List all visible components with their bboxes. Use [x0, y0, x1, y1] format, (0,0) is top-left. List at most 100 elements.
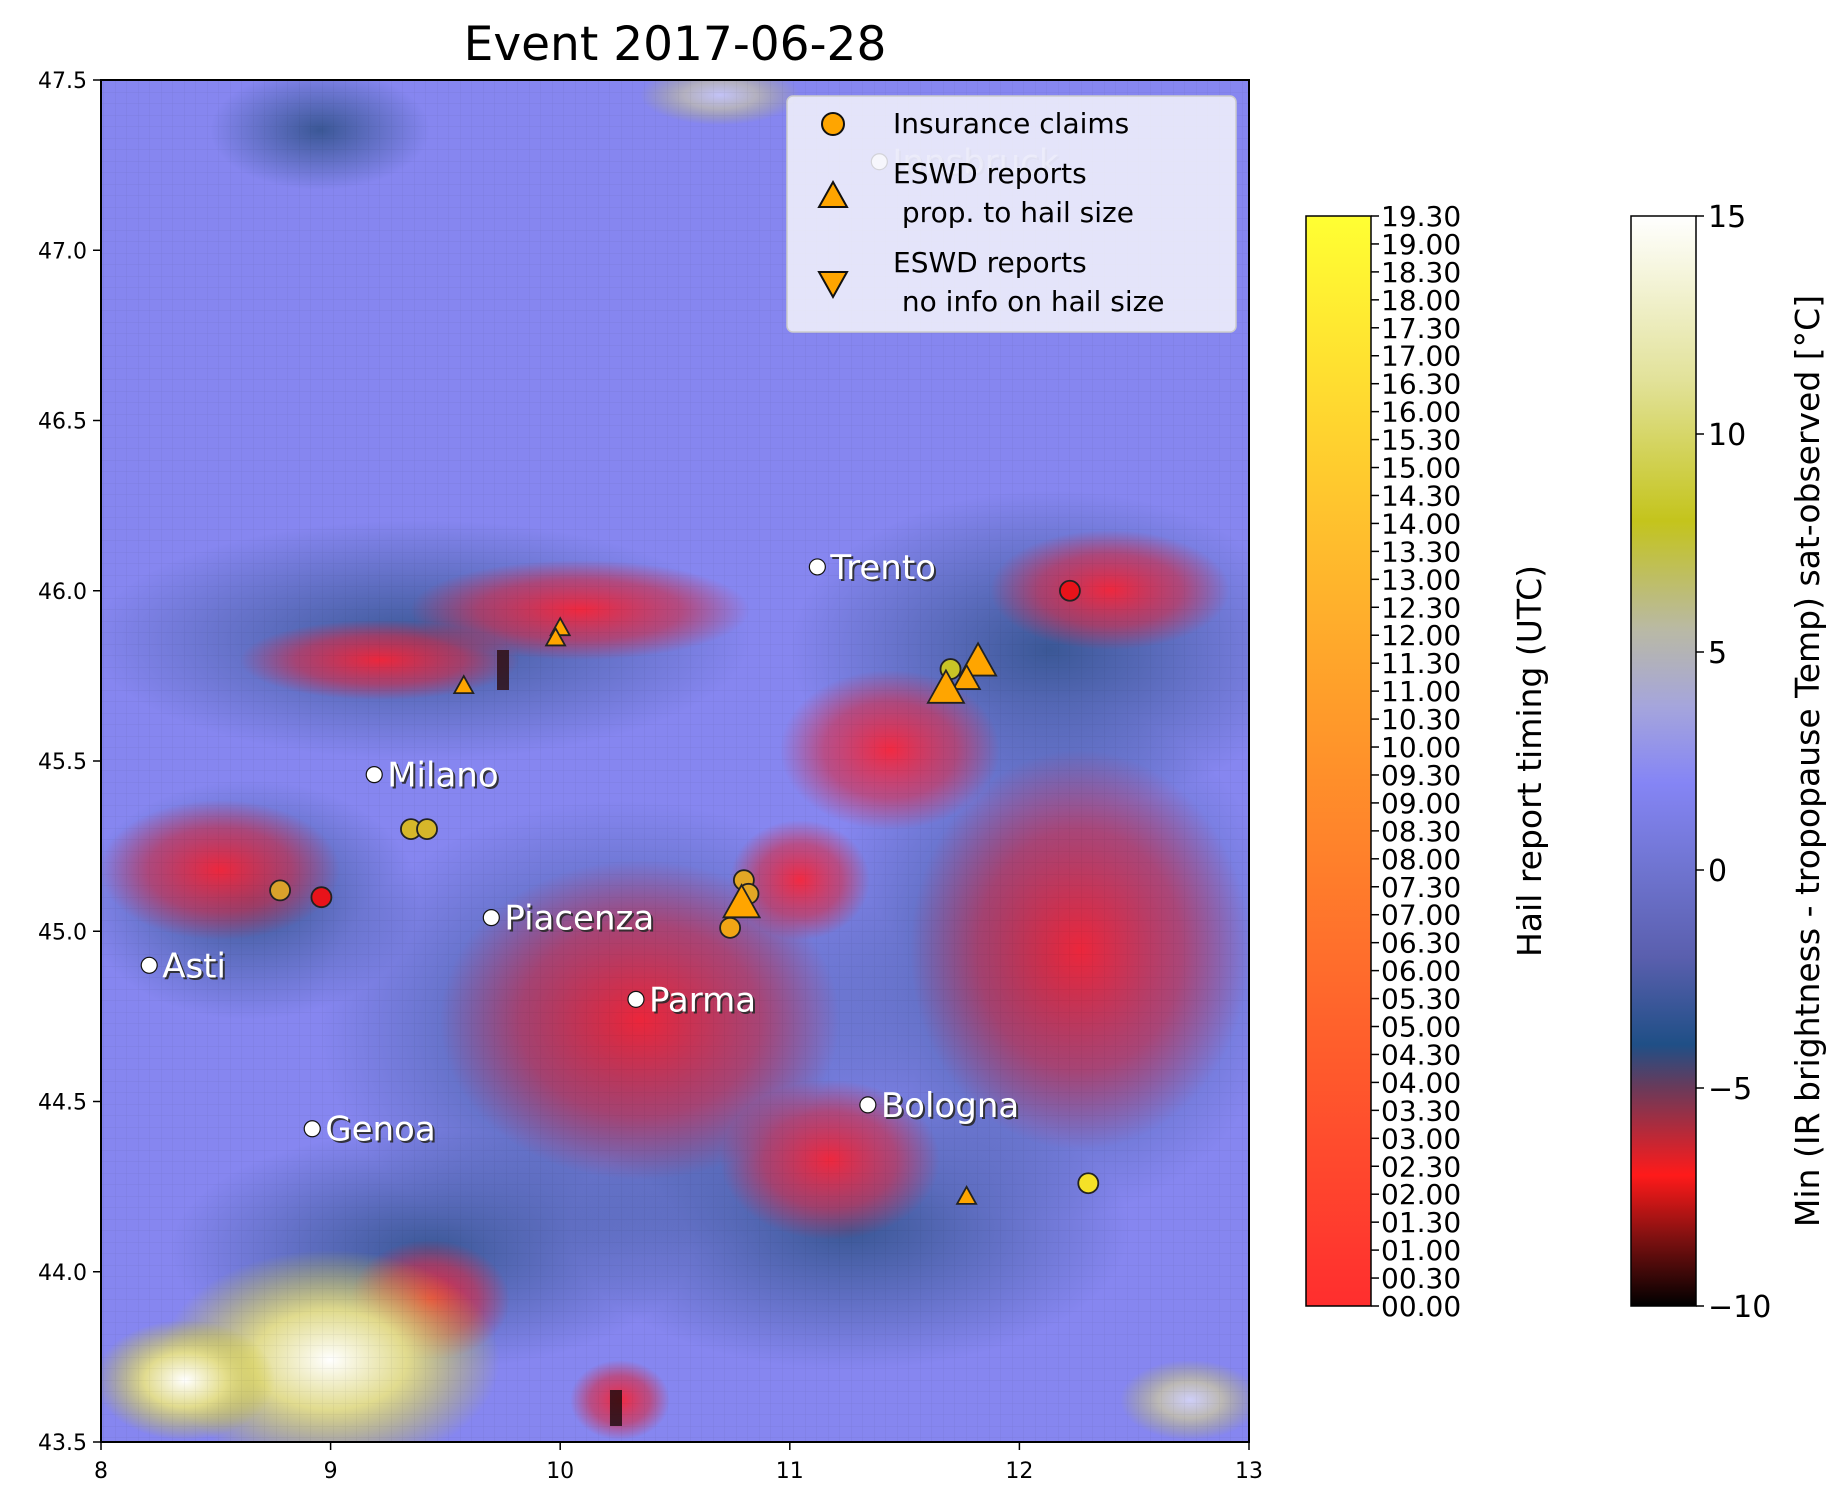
colorbar-temp-tick-label: −10 — [1708, 1290, 1771, 1325]
dark-pixel — [497, 650, 509, 690]
colorbar-time-tick-label: 13.00 — [1381, 563, 1461, 596]
colorbar-time-label: Hail report timing (UTC) — [1510, 565, 1549, 957]
eswd-report-markers — [452, 616, 998, 1205]
y-tick-label: 43.5 — [38, 1431, 87, 1456]
colorbar-time-ticks: 00.0000.3001.0001.3002.0002.3003.0003.30… — [1371, 200, 1461, 1323]
colorbar-time-tick-label: 16.00 — [1381, 396, 1461, 429]
y-tick-label: 47.5 — [38, 69, 87, 94]
x-tick-label: 8 — [94, 1459, 108, 1484]
eswd-report-marker — [951, 663, 982, 690]
eswd-report-marker — [926, 668, 966, 704]
colorbar-time-tick-label: 18.00 — [1381, 284, 1461, 317]
colorbar-time: 00.0000.3001.0001.3002.0002.3003.0003.30… — [1305, 200, 1549, 1323]
colorbar-time-tick-label: 02.30 — [1381, 1150, 1461, 1183]
y-tick-label: 44.5 — [38, 1091, 87, 1116]
city-label-shadow: Asti — [164, 948, 228, 988]
insurance-claim-marker — [269, 879, 291, 902]
y-tick-label: 45.5 — [38, 750, 87, 775]
x-tick-label: 12 — [1005, 1459, 1033, 1484]
city-label: Asti — [162, 946, 226, 986]
colorbar-time-tick-label: 02.00 — [1381, 1178, 1461, 1211]
x-tick-label: 9 — [324, 1459, 338, 1484]
eswd-report-marker — [544, 626, 567, 647]
colorbar-temp: −10 −5 0 5 10 15 Min (IR brightness - tropopa… — [1630, 200, 1827, 1325]
city-label: Trento — [829, 548, 936, 588]
colorbar-temp-bar — [1630, 215, 1697, 1307]
colorbar-time-tick-label: 13.30 — [1381, 535, 1461, 568]
city-dot — [482, 909, 500, 927]
colorbar-time-tick-label: 15.30 — [1381, 424, 1461, 457]
legend-box — [786, 95, 1237, 333]
legend-triangle-up-marker — [817, 179, 849, 208]
insurance-claim-marker — [1077, 1172, 1100, 1195]
colorbar-time-tick-label: 06.30 — [1381, 927, 1461, 960]
city-dot — [303, 1120, 321, 1138]
legend-label-eswd-size: ESWD reports — [893, 157, 1087, 190]
colorbar-temp-ticks: −10 −5 0 5 10 15 — [1696, 200, 1771, 1325]
insurance-claim-markers — [269, 579, 1100, 1195]
colorbar-time-tick-label: 00.30 — [1381, 1262, 1461, 1295]
legend-label-eswd-size-2: prop. to hail size — [893, 196, 1134, 229]
colorbar-time-tick-label: 07.30 — [1381, 871, 1461, 904]
insurance-claim-marker — [416, 818, 438, 840]
insurance-claim-marker — [1059, 579, 1081, 602]
colorbar-time-tick-label: 12.30 — [1381, 591, 1461, 624]
y-tick-label: 47.0 — [38, 239, 87, 264]
y-tick-label: 46.0 — [38, 580, 87, 605]
city-label-shadow: Piacenza — [506, 901, 656, 941]
colorbar-time-tick-label: 00.00 — [1381, 1290, 1461, 1323]
city-dot — [365, 766, 383, 784]
legend-label-claims: Insurance claims — [893, 107, 1129, 140]
city-label: Bologna — [881, 1086, 1019, 1126]
city-label-shadow: Trento — [831, 550, 938, 590]
colorbar-time-tick-label: 15.00 — [1381, 452, 1461, 485]
colorbar-time-tick-label: 09.00 — [1381, 787, 1461, 820]
colorbar-time-tick-label: 01.00 — [1381, 1234, 1461, 1267]
colorbar-time-tick-label: 08.00 — [1381, 843, 1461, 876]
colorbar-time-tick-label: 07.00 — [1381, 899, 1461, 932]
colorbar-time-tick-label: 01.30 — [1381, 1206, 1461, 1239]
x-axis-ticks: 8 9 10 11 12 13 — [94, 1442, 1263, 1484]
x-tick-label: 10 — [546, 1459, 574, 1484]
colorbar-time-tick-label: 16.30 — [1381, 368, 1461, 401]
colorbar-time-tick-label: 12.00 — [1381, 619, 1461, 652]
city-label-shadow: Bologna — [883, 1088, 1021, 1128]
legend-label-eswd-nosize-2: no info on hail size — [893, 285, 1165, 318]
eswd-report-marker — [958, 641, 998, 677]
colorbar-temp-tick-label: 5 — [1708, 636, 1727, 671]
colorbar-time-tick-label: 09.30 — [1381, 759, 1461, 792]
city-dot — [627, 990, 645, 1008]
colorbar-temp-tick-label: −5 — [1708, 1072, 1752, 1107]
city-label: Parma — [649, 980, 756, 1020]
eswd-report-marker — [955, 1184, 978, 1205]
legend: Insurance claims ESWD reports prop. to h… — [786, 95, 1237, 333]
city-label: Genoa — [325, 1110, 435, 1150]
colorbar-temp-tick-label: 0 — [1708, 854, 1727, 889]
city-label: Piacenza — [504, 899, 654, 939]
colorbar-time-tick-label: 17.30 — [1381, 312, 1461, 345]
colorbar-time-tick-label: 05.00 — [1381, 1011, 1461, 1044]
city-dot — [140, 956, 158, 974]
eswd-report-marker — [452, 674, 475, 694]
colorbar-time-tick-label: 11.00 — [1381, 675, 1461, 708]
x-tick-label: 11 — [776, 1459, 804, 1484]
y-axis-ticks: 43.5 44.0 44.5 45.0 45.5 46.0 46.5 47.0 47.5 — [38, 69, 101, 1456]
colorbar-time-tick-label: 10.30 — [1381, 703, 1461, 736]
city-label-shadow: Genoa — [327, 1112, 437, 1152]
x-tick-label: 13 — [1235, 1459, 1263, 1484]
insurance-claim-marker — [310, 886, 333, 909]
colorbar-time-tick-label: 17.00 — [1381, 340, 1461, 373]
insurance-claim-marker — [719, 916, 742, 939]
colorbar-temp-tick-label: 15 — [1708, 200, 1746, 235]
y-tick-label: 46.5 — [38, 410, 87, 435]
colorbar-time-tick-label: 19.00 — [1381, 228, 1461, 261]
colorbar-time-tick-label: 04.30 — [1381, 1038, 1461, 1071]
colorbar-time-tick-label: 10.00 — [1381, 731, 1461, 764]
city-dot — [859, 1096, 877, 1114]
city-label-shadow: Parma — [651, 982, 758, 1022]
chart-title: Event 2017-06-28 — [464, 17, 887, 72]
colorbar-time-tick-label: 08.30 — [1381, 815, 1461, 848]
legend-label-eswd-nosize: ESWD reports — [893, 246, 1087, 279]
colorbar-time-tick-label: 19.30 — [1381, 200, 1461, 233]
